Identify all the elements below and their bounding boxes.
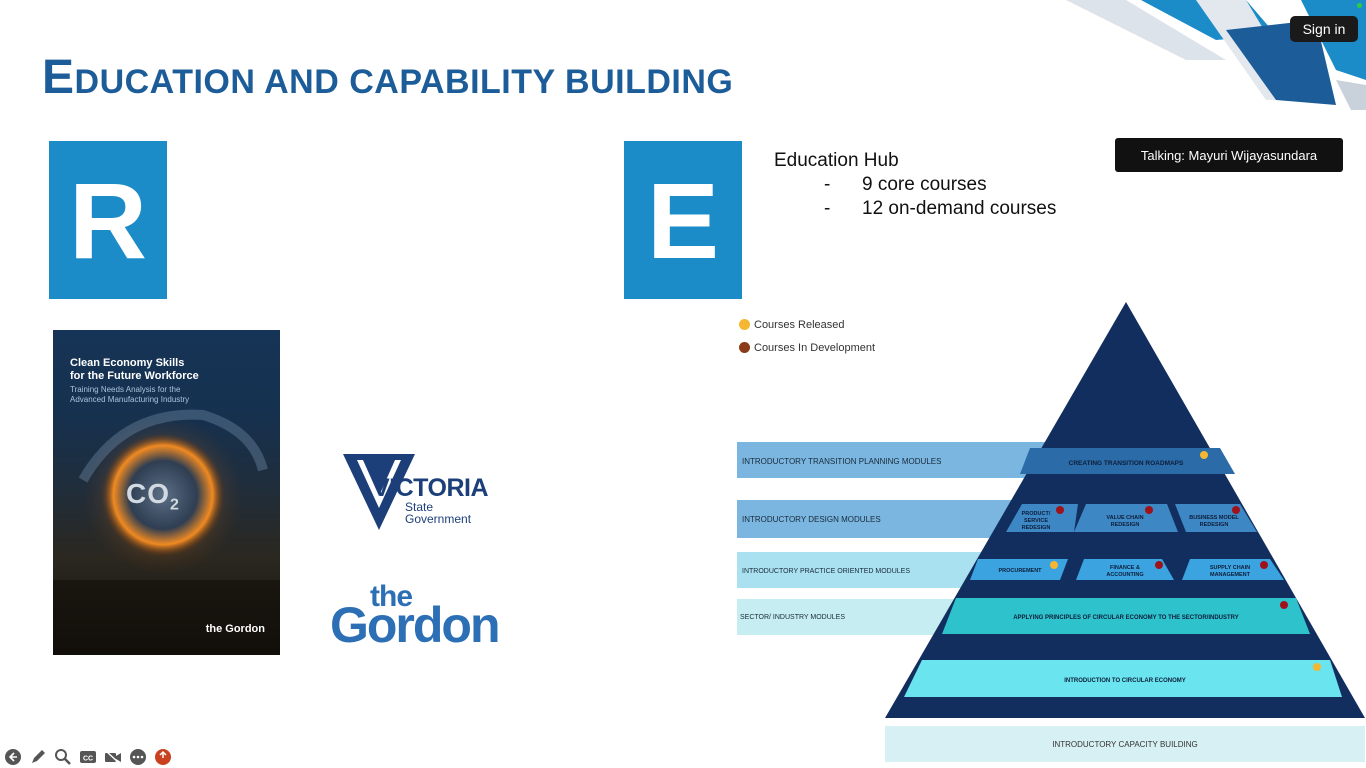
list-item: -9 core courses xyxy=(824,174,987,195)
tier-label: FINANCE & xyxy=(1110,565,1140,571)
tier-label: VALUE CHAIN xyxy=(1106,515,1143,521)
legend-item: Courses Released xyxy=(739,313,875,336)
tier-label: CREATING TRANSITION ROADMAPS xyxy=(1069,460,1184,467)
victoria-wordmark: VICTORIA xyxy=(373,474,489,502)
side-label-bg xyxy=(737,442,1057,478)
development-marker xyxy=(1155,561,1163,569)
tier-label: REDESIGN xyxy=(1200,522,1229,528)
tier-label: REDESIGN xyxy=(1022,525,1051,531)
tier-label: PRODUCT/ xyxy=(1022,511,1051,517)
pyramid-tier xyxy=(1076,559,1174,580)
victoria-triangle-icon xyxy=(343,454,415,530)
side-label-bg xyxy=(737,500,1037,538)
tier-label: SERVICE xyxy=(1024,518,1048,524)
released-marker xyxy=(1200,451,1208,459)
cover-artwork xyxy=(53,409,280,655)
released-marker xyxy=(1050,561,1058,569)
sign-in-button[interactable]: Sign in xyxy=(1290,16,1358,42)
talking-indicator: Talking: Mayuri Wijayasundara xyxy=(1115,138,1343,172)
letter-e-tile: E xyxy=(624,141,742,299)
legend-dot xyxy=(739,342,750,353)
victoria-government-logo: VICTORIA State Government xyxy=(343,452,503,534)
side-label: SECTOR/ INDUSTRY MODULES xyxy=(740,614,845,621)
status-dot xyxy=(1357,3,1362,8)
svg-text:CC: CC xyxy=(82,756,92,763)
tier-label: APPLYING PRINCIPLES OF CIRCULAR ECONOMY … xyxy=(1013,615,1239,621)
pyramid-tier xyxy=(942,598,1310,634)
pyramid-base-label: INTRODUCTORY CAPACITY BUILDING xyxy=(885,726,1365,762)
pyramid-tier xyxy=(1020,448,1235,474)
list-item: -12 on-demand courses xyxy=(824,198,1057,219)
video-off-icon[interactable] xyxy=(102,747,123,768)
legend-item: Courses In Development xyxy=(739,336,875,359)
capacity-pyramid: INTRODUCTORY TRANSITION PLANNING MODULES… xyxy=(737,302,1365,718)
side-label: INTRODUCTORY TRANSITION PLANNING MODULES xyxy=(742,457,941,466)
tier-label: MANAGEMENT xyxy=(1210,572,1251,578)
education-hub-heading: Education Hub xyxy=(774,150,899,171)
tier-label: BUSINESS MODEL xyxy=(1189,515,1239,521)
tier-label: REDESIGN xyxy=(1111,522,1140,528)
the-gordon-logo: the Gordon xyxy=(330,580,501,653)
cover-title: Clean Economy Skills for the Future Workf… xyxy=(70,357,199,382)
pyramid-tier xyxy=(1182,559,1284,580)
stop-icon[interactable] xyxy=(152,747,173,768)
legend-dot xyxy=(739,319,750,330)
pyramid-legend: Courses Released Courses In Development xyxy=(739,313,875,359)
development-marker xyxy=(1280,601,1288,609)
side-label-bg xyxy=(737,552,987,588)
magnifier-icon[interactable] xyxy=(52,747,73,768)
cc-icon[interactable]: CC xyxy=(77,747,98,768)
victoria-subtext: State Government xyxy=(405,500,472,526)
report-cover: Clean Economy Skills for the Future Workf… xyxy=(53,330,280,655)
development-marker xyxy=(1232,506,1240,514)
back-arrow-icon[interactable] xyxy=(2,747,23,768)
cover-co2-text: CO2 xyxy=(126,478,180,514)
more-icon[interactable] xyxy=(127,747,148,768)
side-label-bg xyxy=(737,599,957,635)
development-marker xyxy=(1056,506,1064,514)
pyramid-tier xyxy=(904,660,1342,697)
tier-label: INTRODUCTION TO CIRCULAR ECONOMY xyxy=(1064,678,1186,684)
side-label: INTRODUCTORY PRACTICE ORIENTED MODULES xyxy=(742,568,910,575)
slide-title: EDUCATION AND CAPABILITY BUILDING xyxy=(42,51,734,104)
pen-icon[interactable] xyxy=(27,747,48,768)
side-label: INTRODUCTORY DESIGN MODULES xyxy=(742,515,881,524)
development-marker xyxy=(1260,561,1268,569)
cover-subtitle: Training Needs Analysis for the Advanced … xyxy=(70,385,190,404)
cover-logo: the Gordon xyxy=(205,623,265,635)
released-marker xyxy=(1313,663,1321,671)
pyramid-tier xyxy=(970,559,1068,580)
tier-label: ACCOUNTING xyxy=(1106,572,1143,578)
presentation-toolbar: CC xyxy=(0,746,173,768)
tier-label: PROCUREMENT xyxy=(998,568,1042,574)
education-hub: Education Hub -9 core courses -12 on-dem… xyxy=(774,149,1056,221)
development-marker xyxy=(1145,506,1153,514)
letter-r-tile: R xyxy=(49,141,167,299)
tier-label: SUPPLY CHAIN xyxy=(1210,565,1250,571)
